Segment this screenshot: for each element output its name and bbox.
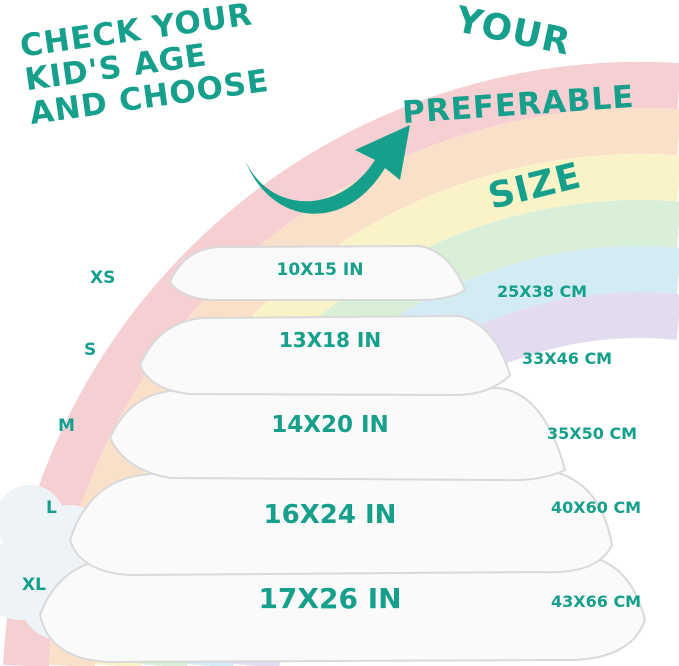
size-label-l: L	[46, 498, 57, 518]
inches-xl: 17X26 IN	[258, 582, 402, 615]
pillow-s	[138, 314, 512, 397]
cm-s: 33X46 CM	[522, 349, 613, 368]
cm-m: 35X50 CM	[547, 424, 638, 443]
pillow-stack	[38, 244, 647, 664]
pillow-m	[108, 386, 567, 482]
inches-l: 16X24 IN	[263, 500, 397, 530]
size-label-m: M	[58, 416, 75, 436]
inches-m: 14X20 IN	[271, 412, 389, 438]
pillow-l	[68, 468, 614, 577]
pillow-xs	[168, 244, 467, 301]
inches-xs: 10X15 IN	[276, 260, 364, 280]
cm-xl: 43X66 CM	[551, 592, 642, 611]
size-label-xs: XS	[90, 268, 116, 288]
size-label-xl: XL	[22, 575, 46, 595]
cm-l: 40X60 CM	[551, 498, 642, 517]
inches-s: 13X18 IN	[278, 328, 382, 352]
size-label-s: S	[84, 340, 97, 360]
curved-arrow-icon	[245, 125, 410, 214]
cm-xs: 25X38 CM	[497, 282, 588, 301]
